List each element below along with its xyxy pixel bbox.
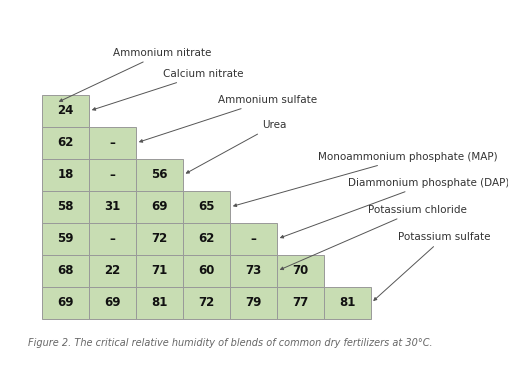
Bar bbox=[136, 287, 183, 319]
Bar bbox=[183, 191, 230, 223]
Bar bbox=[183, 255, 230, 287]
Bar bbox=[277, 255, 324, 287]
Text: Monoammonium phosphate (MAP): Monoammonium phosphate (MAP) bbox=[234, 152, 498, 207]
Text: 56: 56 bbox=[151, 169, 168, 181]
Text: 69: 69 bbox=[104, 296, 121, 310]
Bar bbox=[136, 191, 183, 223]
Text: 24: 24 bbox=[57, 104, 74, 118]
Text: 79: 79 bbox=[245, 296, 262, 310]
Bar bbox=[89, 159, 136, 191]
Bar bbox=[42, 287, 89, 319]
Text: –: – bbox=[110, 169, 115, 181]
Bar bbox=[136, 223, 183, 255]
Text: 22: 22 bbox=[104, 265, 120, 277]
Text: 59: 59 bbox=[57, 233, 74, 246]
Bar bbox=[183, 287, 230, 319]
Text: 18: 18 bbox=[57, 169, 74, 181]
Text: Diammonium phosphate (DAP): Diammonium phosphate (DAP) bbox=[280, 178, 508, 238]
Text: Potassium chloride: Potassium chloride bbox=[280, 205, 467, 270]
Bar bbox=[89, 191, 136, 223]
Bar bbox=[42, 95, 89, 127]
Bar bbox=[42, 127, 89, 159]
Bar bbox=[230, 223, 277, 255]
Text: 71: 71 bbox=[151, 265, 168, 277]
Text: 65: 65 bbox=[198, 200, 215, 214]
Text: Figure 2. The critical relative humidity of blends of common dry fertilizers at : Figure 2. The critical relative humidity… bbox=[28, 338, 433, 348]
Bar bbox=[230, 255, 277, 287]
Bar bbox=[230, 287, 277, 319]
Bar bbox=[136, 255, 183, 287]
Text: 73: 73 bbox=[245, 265, 262, 277]
Bar bbox=[89, 223, 136, 255]
Text: 62: 62 bbox=[57, 137, 74, 150]
Text: 81: 81 bbox=[339, 296, 356, 310]
Bar bbox=[42, 255, 89, 287]
Bar bbox=[324, 287, 371, 319]
Text: –: – bbox=[110, 233, 115, 246]
Text: 69: 69 bbox=[151, 200, 168, 214]
Text: 60: 60 bbox=[198, 265, 215, 277]
Text: Calcium nitrate: Calcium nitrate bbox=[92, 69, 243, 110]
Text: 70: 70 bbox=[293, 265, 309, 277]
Text: Ammonium sulfate: Ammonium sulfate bbox=[140, 95, 317, 142]
Text: –: – bbox=[110, 137, 115, 150]
Bar bbox=[89, 287, 136, 319]
Bar bbox=[42, 191, 89, 223]
Bar bbox=[42, 159, 89, 191]
Text: 69: 69 bbox=[57, 296, 74, 310]
Text: 31: 31 bbox=[104, 200, 120, 214]
Text: Ammonium nitrate: Ammonium nitrate bbox=[59, 48, 211, 101]
Text: 77: 77 bbox=[293, 296, 309, 310]
Text: 72: 72 bbox=[151, 233, 168, 246]
Text: 81: 81 bbox=[151, 296, 168, 310]
Text: 62: 62 bbox=[198, 233, 215, 246]
Bar bbox=[277, 287, 324, 319]
Text: 58: 58 bbox=[57, 200, 74, 214]
Text: 72: 72 bbox=[199, 296, 214, 310]
Text: –: – bbox=[250, 233, 257, 246]
Bar bbox=[183, 223, 230, 255]
Bar bbox=[89, 255, 136, 287]
Text: Potassium sulfate: Potassium sulfate bbox=[374, 232, 491, 300]
Bar bbox=[136, 159, 183, 191]
Bar bbox=[89, 127, 136, 159]
Text: Urea: Urea bbox=[186, 120, 287, 173]
Bar bbox=[42, 223, 89, 255]
Text: 68: 68 bbox=[57, 265, 74, 277]
